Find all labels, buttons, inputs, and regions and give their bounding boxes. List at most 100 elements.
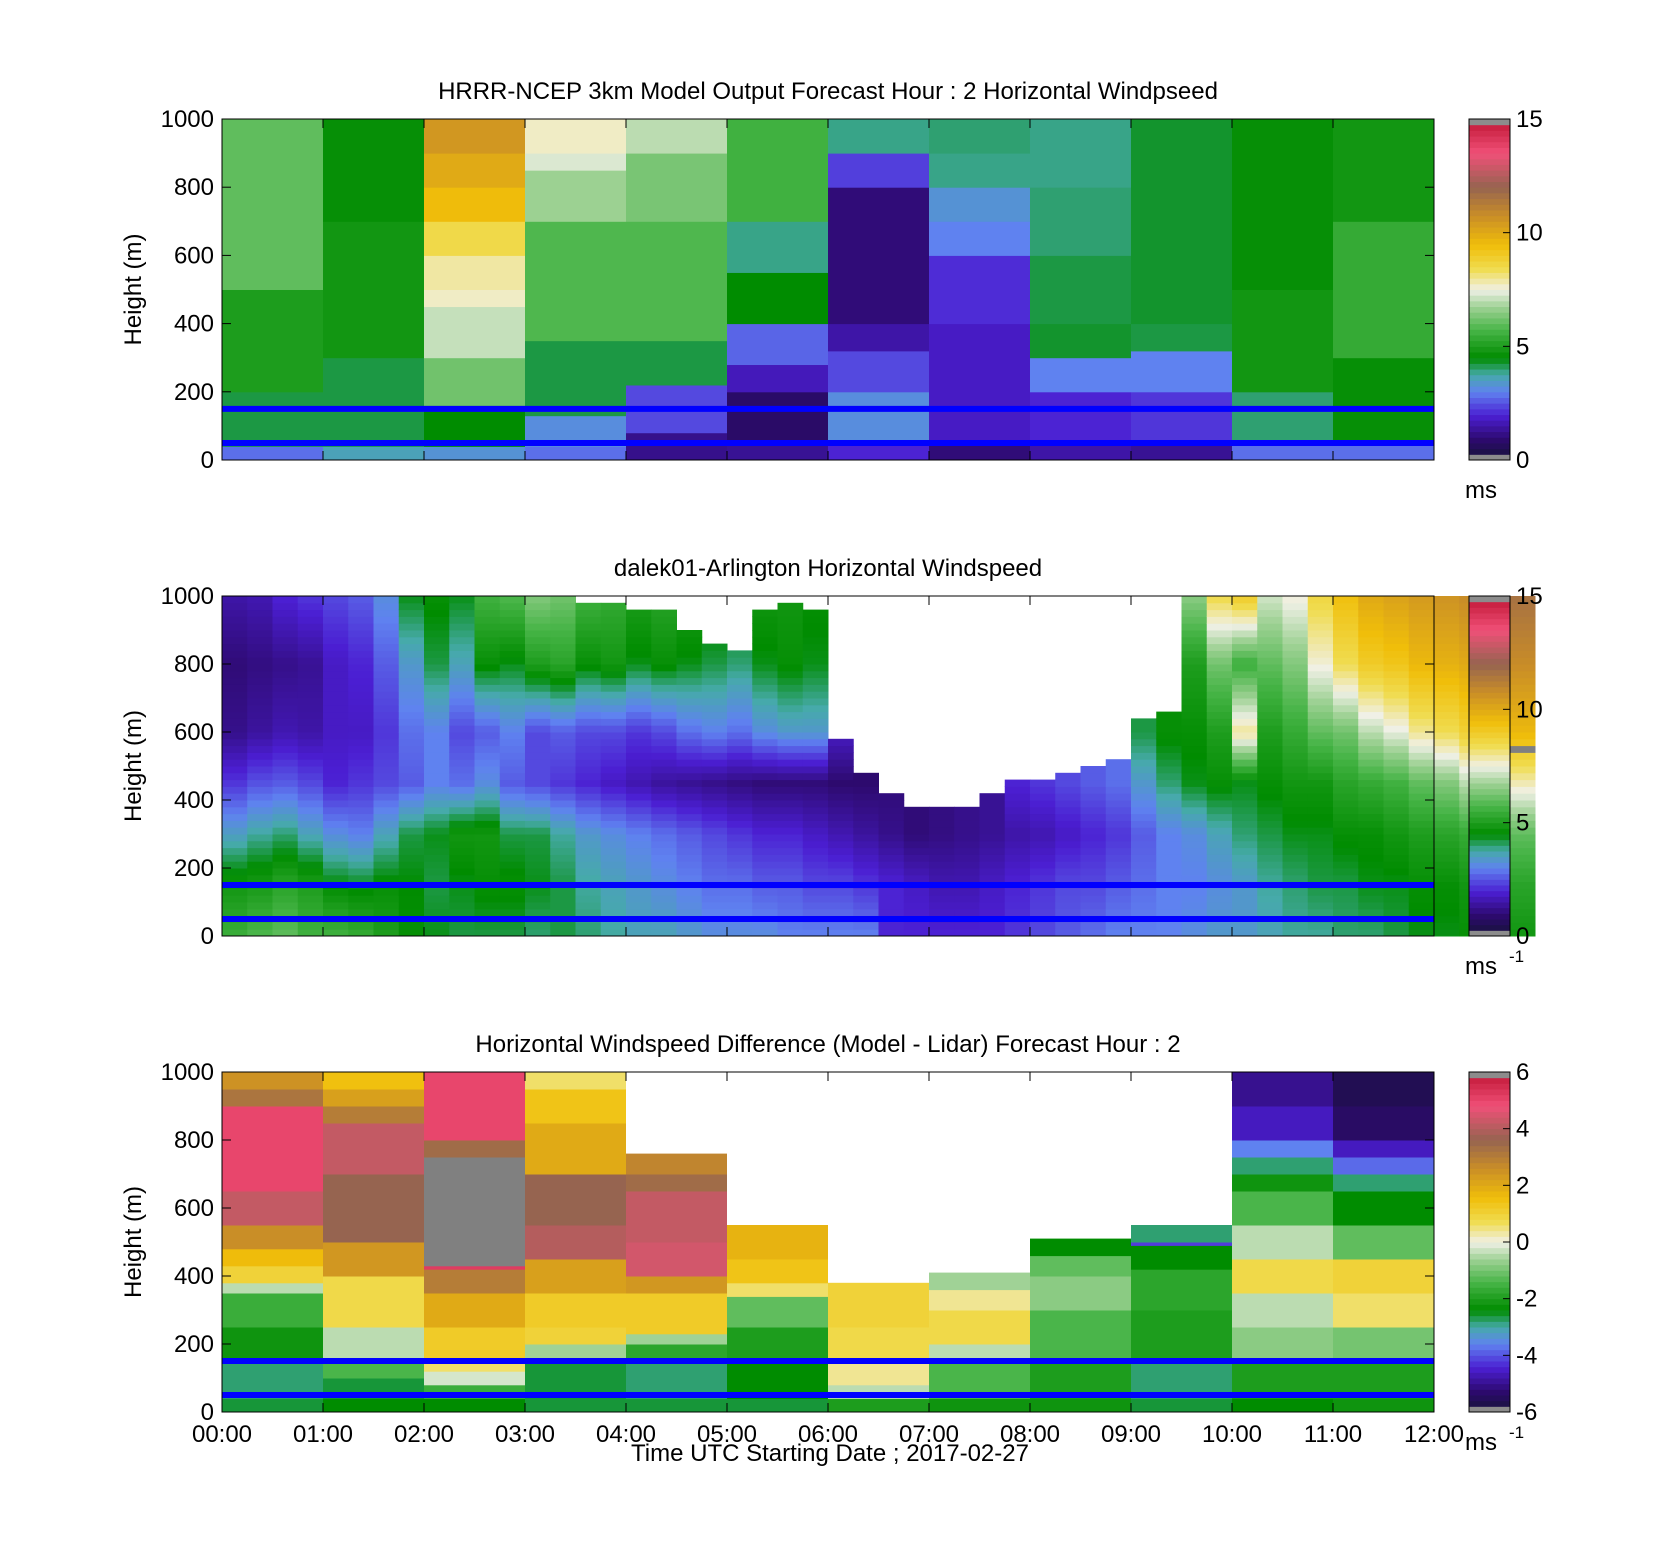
heatmap-cell xyxy=(903,813,930,821)
heatmap-cell xyxy=(1408,711,1435,719)
heatmap-cell xyxy=(1232,820,1258,828)
heatmap-cell xyxy=(727,929,753,937)
heatmap-cell xyxy=(1105,800,1132,808)
heatmap-cell xyxy=(272,623,299,631)
heatmap-cell xyxy=(1509,698,1536,706)
heatmap-cell xyxy=(222,779,248,787)
heatmap-cell xyxy=(272,698,299,706)
heatmap-cell xyxy=(853,929,879,937)
heatmap-cell xyxy=(348,908,374,917)
heatmap-cell xyxy=(1383,779,1410,787)
heatmap-cell xyxy=(525,1327,626,1345)
heatmap-cell xyxy=(802,888,829,896)
heatmap-cell xyxy=(727,1327,828,1362)
heatmap-cell xyxy=(1181,827,1208,835)
heatmap-cell xyxy=(828,187,929,325)
heatmap-cell xyxy=(626,1242,727,1277)
colorbar-band xyxy=(1469,1378,1510,1385)
heatmap-cell xyxy=(1333,636,1359,645)
heatmap-cell xyxy=(323,1242,424,1277)
heatmap-cell xyxy=(247,609,273,617)
heatmap-cell xyxy=(802,732,829,740)
heatmap-cell xyxy=(1232,759,1258,767)
heatmap-cell xyxy=(373,820,400,828)
heatmap-cell xyxy=(1282,820,1309,828)
heatmap-cell xyxy=(297,827,324,835)
heatmap-cell xyxy=(1509,827,1536,835)
heatmap-cell xyxy=(752,766,778,774)
heatmap-cell xyxy=(903,840,930,849)
heatmap-cell xyxy=(272,725,299,733)
colorbar-band xyxy=(1469,800,1510,807)
heatmap-cell xyxy=(1282,874,1309,883)
heatmap-cell xyxy=(1307,840,1334,849)
heatmap-cell xyxy=(1282,827,1309,835)
heatmap-cell xyxy=(979,834,1006,842)
colorbar-band xyxy=(1469,828,1510,835)
heatmap-cell xyxy=(676,759,703,767)
heatmap-cell xyxy=(1131,820,1157,828)
heatmap-cell xyxy=(499,874,526,883)
heatmap-cell xyxy=(1408,609,1435,617)
heatmap-cell xyxy=(1156,888,1182,896)
heatmap-cell xyxy=(575,902,602,910)
heatmap-cell xyxy=(499,793,526,801)
heatmap-cell xyxy=(701,908,728,917)
heatmap-cell xyxy=(575,868,602,876)
heatmap-cell xyxy=(1383,929,1410,937)
heatmap-cell xyxy=(247,704,273,713)
heatmap-cell xyxy=(398,738,425,747)
heatmap-cell xyxy=(1307,888,1334,896)
heatmap-cell xyxy=(802,772,829,781)
heatmap-cell xyxy=(1156,820,1182,828)
heatmap-cell xyxy=(449,874,475,883)
heatmap-cell xyxy=(499,813,526,821)
heatmap-cell xyxy=(424,861,450,869)
heatmap-cell xyxy=(1383,630,1410,638)
heatmap-cell xyxy=(1408,602,1435,611)
heatmap-cell xyxy=(802,929,829,937)
colorbar-unit-label: ms xyxy=(1465,1429,1497,1456)
heatmap-cell xyxy=(600,602,627,611)
colorbar-band xyxy=(1469,454,1510,461)
heatmap-cell xyxy=(424,596,450,604)
heatmap-cell xyxy=(1383,854,1410,862)
heatmap-cell xyxy=(1434,616,1460,624)
heatmap-cell xyxy=(474,704,501,713)
heatmap-cell xyxy=(297,793,324,801)
heatmap-cell xyxy=(525,854,551,862)
heatmap-cell xyxy=(1307,711,1334,719)
heatmap-cell xyxy=(929,854,955,862)
heatmap-cell xyxy=(272,738,299,747)
heatmap-cell xyxy=(626,888,652,896)
heatmap-cell xyxy=(1232,834,1258,842)
heatmap-cell xyxy=(1333,820,1359,828)
heatmap-cell xyxy=(1333,602,1359,611)
heatmap-cell xyxy=(1408,793,1435,801)
heatmap-cell xyxy=(1055,847,1081,855)
heatmap-cell xyxy=(1434,602,1460,611)
heatmap-cell xyxy=(1030,854,1056,862)
heatmap-cell xyxy=(1030,834,1056,842)
heatmap-cell xyxy=(247,616,273,624)
heatmap-cell xyxy=(449,732,475,740)
heatmap-cell xyxy=(1358,691,1384,699)
heatmap-cell xyxy=(777,861,804,869)
heatmap-cell xyxy=(727,711,753,719)
heatmap-cell xyxy=(575,657,602,665)
heatmap-cell xyxy=(1282,602,1309,611)
heatmap-cell xyxy=(575,650,602,658)
heatmap-cell xyxy=(1004,854,1031,862)
heatmap-cell xyxy=(398,847,425,855)
heatmap-cell xyxy=(878,840,905,849)
colorbar-band xyxy=(1469,357,1510,364)
heatmap-cell xyxy=(701,691,728,699)
heatmap-cell xyxy=(1206,861,1233,869)
heatmap-cell xyxy=(222,759,248,767)
heatmap-cell xyxy=(1131,1310,1232,1362)
heatmap-cell xyxy=(1206,847,1233,855)
heatmap-cell xyxy=(247,698,273,706)
heatmap-cell xyxy=(651,847,677,855)
heatmap-cell xyxy=(727,364,828,393)
heatmap-cell xyxy=(348,664,374,672)
